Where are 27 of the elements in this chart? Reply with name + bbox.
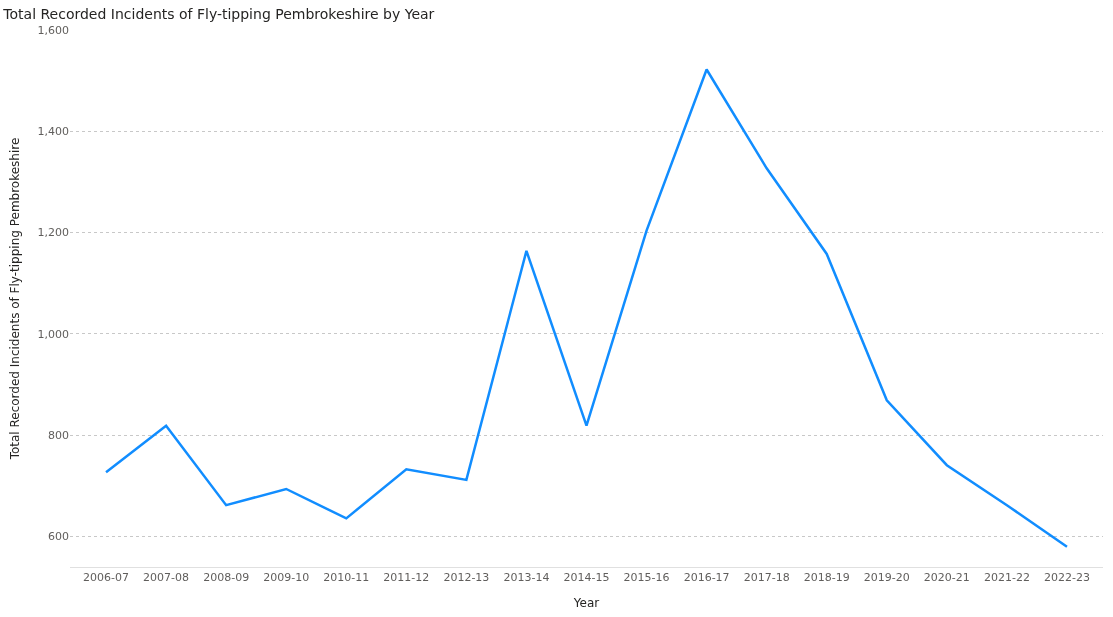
x-tick-label: 2011-12 <box>383 571 430 585</box>
x-tick-label: 2015-16 <box>623 571 670 585</box>
line-series <box>104 68 1069 548</box>
y-tick-label: 1,200 <box>37 226 69 240</box>
y-tick-label: 800 <box>48 429 69 443</box>
y-axis-title: Total Recorded Incidents of Fly-tipping Pembrokeshire <box>7 137 22 461</box>
x-tick-label: 2012-13 <box>443 571 490 585</box>
x-tick-label: 2017-18 <box>743 571 790 585</box>
x-tick-label: 2018-19 <box>803 571 850 585</box>
x-tick-label: 2009-10 <box>263 571 310 585</box>
x-tick-label: 2014-15 <box>563 571 610 585</box>
x-tick-label: 2016-17 <box>683 571 730 585</box>
chart-title: Total Recorded Incidents of Fly-tipping Pembrokeshire by Year <box>2 6 435 23</box>
y-tick-label: 1,400 <box>37 125 69 139</box>
y-tick-label: 1,600 <box>37 23 69 37</box>
x-tick-label: 2022-23 <box>1043 571 1090 585</box>
x-tick-label: 2010-11 <box>323 571 370 585</box>
x-tick-label: 2007-08 <box>143 571 190 585</box>
x-tick-label: 2008-09 <box>203 571 250 585</box>
y-tick-label: 600 <box>48 530 69 544</box>
y-tick-label: 1,000 <box>37 327 69 341</box>
x-tick-label: 2006-07 <box>83 571 130 585</box>
x-tick-label: 2020-21 <box>923 571 970 585</box>
x-tick-label: 2013-14 <box>503 571 550 585</box>
x-axis-title: Year <box>572 596 600 611</box>
x-tick-label: 2021-22 <box>983 571 1030 585</box>
x-tick-label: 2019-20 <box>863 571 910 585</box>
